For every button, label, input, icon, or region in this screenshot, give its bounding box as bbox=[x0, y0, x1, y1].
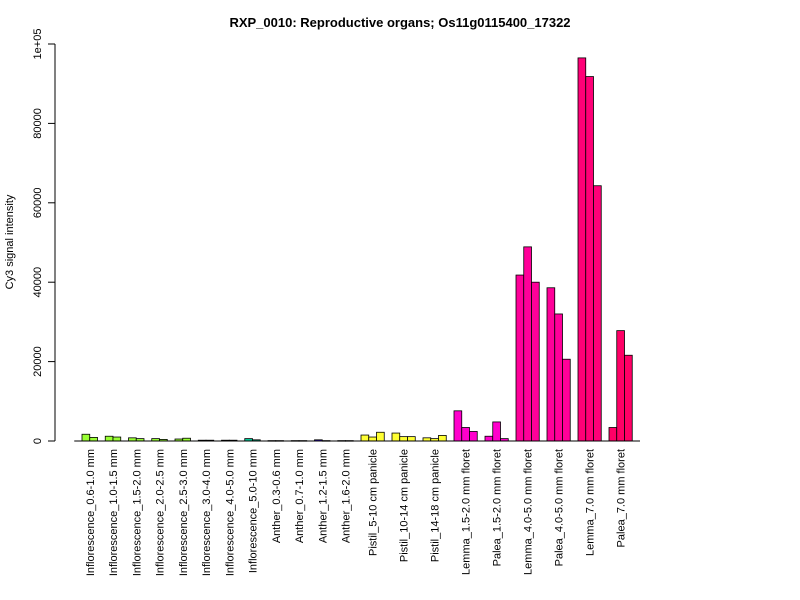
x-category-label: Anther_0.7-1.0 mm bbox=[294, 449, 306, 543]
bar bbox=[523, 246, 532, 442]
bar bbox=[531, 281, 540, 442]
category-labels: Inflorescence_0.6-1.0 mm Inflorescence_1.… bbox=[85, 449, 628, 576]
x-category-label: Pistil_10-14 cm panicle bbox=[399, 449, 411, 562]
x-category-label: Inflorescence_1.5-2.0 mm bbox=[131, 449, 143, 576]
x-category-label: Anther_1.6-2.0 mm bbox=[341, 449, 353, 543]
x-category-label: Palea_1.5-2.0 mm floret bbox=[492, 449, 504, 566]
bar bbox=[585, 76, 594, 442]
chart-title: RXP_0010: Reproductive organs; Os11g0115… bbox=[229, 15, 570, 30]
bar bbox=[360, 434, 370, 442]
x-category-label: Pistil_14-18 cm panicle bbox=[430, 449, 442, 562]
bar-series bbox=[81, 57, 633, 442]
bar bbox=[608, 427, 618, 442]
bar bbox=[368, 436, 377, 442]
bar bbox=[624, 354, 633, 442]
x-category-label: Lemma_1.5-2.0 mm floret bbox=[461, 449, 473, 575]
bar bbox=[577, 57, 587, 442]
bar bbox=[469, 431, 478, 442]
x-category-label: Anther_0.3-0.6 mm bbox=[271, 449, 283, 543]
y-tick-label: 80000 bbox=[32, 108, 44, 139]
bar bbox=[616, 330, 625, 442]
bar bbox=[391, 432, 401, 442]
x-category-label: Inflorescence_4.0-5.0 mm bbox=[224, 449, 236, 576]
bar bbox=[453, 410, 463, 442]
bar bbox=[438, 435, 447, 442]
y-tick-label: 20000 bbox=[32, 346, 44, 377]
x-category-label: Palea_7.0 mm floret bbox=[616, 449, 628, 547]
bar bbox=[593, 185, 602, 442]
x-category-label: Lemma_4.0-5.0 mm floret bbox=[523, 449, 535, 575]
bar bbox=[112, 436, 122, 442]
bar bbox=[104, 435, 114, 442]
y-tick-label: 40000 bbox=[32, 267, 44, 298]
bar bbox=[492, 421, 501, 442]
y-tick-label: 0 bbox=[32, 438, 44, 444]
x-category-label: Inflorescence_2.0-2.5 mm bbox=[155, 449, 167, 576]
bar bbox=[407, 436, 416, 442]
bar bbox=[515, 274, 525, 442]
x-category-label: Inflorescence_0.6-1.0 mm bbox=[85, 449, 97, 576]
y-tick-label: 1e+05 bbox=[32, 29, 44, 60]
bar bbox=[376, 431, 385, 442]
y-tick-label: 60000 bbox=[32, 188, 44, 219]
bar bbox=[81, 433, 91, 442]
x-category-label: Inflorescence_3.0-4.0 mm bbox=[201, 449, 213, 576]
bar bbox=[562, 358, 571, 442]
bar bbox=[546, 287, 556, 442]
x-category-label: Lemma_7.0 mm floret bbox=[585, 449, 597, 556]
bar bbox=[461, 427, 470, 442]
y-axis: 0 20000 40000 60000 80000 1e+05 bbox=[32, 29, 56, 444]
x-category-label: Palea_4.0-5.0 mm floret bbox=[554, 449, 566, 566]
x-category-label: Inflorescence_5.0-10 mm bbox=[248, 449, 260, 573]
x-category-label: Anther_1.2-1.5 mm bbox=[317, 449, 329, 543]
bar bbox=[554, 313, 563, 442]
x-category-label: Inflorescence_1.0-1.5 mm bbox=[108, 449, 120, 576]
x-category-label: Pistil_5-10 cm panicle bbox=[368, 449, 380, 556]
bar bbox=[399, 436, 408, 442]
bar bbox=[484, 435, 494, 442]
x-category-label: Inflorescence_2.5-3.0 mm bbox=[178, 449, 190, 576]
bar bbox=[89, 437, 98, 442]
y-axis-label: Cy3 signal intensity bbox=[4, 194, 16, 289]
